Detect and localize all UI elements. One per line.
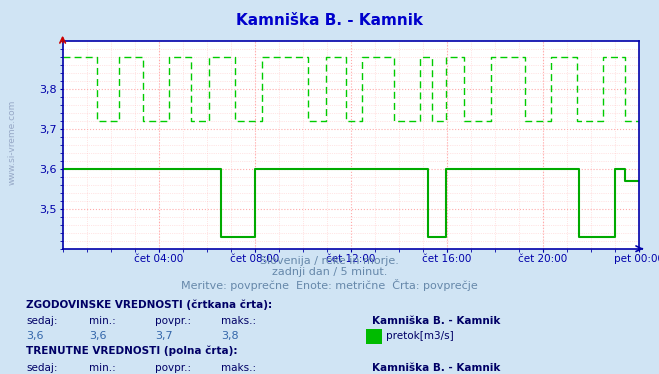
Text: 3,7: 3,7 xyxy=(155,331,173,341)
Text: Kamniška B. - Kamnik: Kamniška B. - Kamnik xyxy=(372,316,501,326)
Text: Kamniška B. - Kamnik: Kamniška B. - Kamnik xyxy=(372,363,501,373)
Text: Meritve: povprečne  Enote: metrične  Črta: povprečje: Meritve: povprečne Enote: metrične Črta:… xyxy=(181,279,478,291)
Text: maks.:: maks.: xyxy=(221,363,256,373)
Text: 3,6: 3,6 xyxy=(26,331,44,341)
Text: www.si-vreme.com: www.si-vreme.com xyxy=(8,99,17,185)
Text: Slovenija / reke in morje.: Slovenija / reke in morje. xyxy=(260,256,399,266)
Text: sedaj:: sedaj: xyxy=(26,363,58,373)
Text: maks.:: maks.: xyxy=(221,316,256,326)
Text: Kamniška B. - Kamnik: Kamniška B. - Kamnik xyxy=(236,13,423,28)
Text: min.:: min.: xyxy=(89,363,116,373)
Text: 3,8: 3,8 xyxy=(221,331,239,341)
Text: povpr.:: povpr.: xyxy=(155,316,191,326)
Text: povpr.:: povpr.: xyxy=(155,363,191,373)
Text: zadnji dan / 5 minut.: zadnji dan / 5 minut. xyxy=(272,267,387,278)
Text: min.:: min.: xyxy=(89,316,116,326)
Text: ZGODOVINSKE VREDNOSTI (črtkana črta):: ZGODOVINSKE VREDNOSTI (črtkana črta): xyxy=(26,299,272,310)
Text: 3,6: 3,6 xyxy=(89,331,107,341)
Text: TRENUTNE VREDNOSTI (polna črta):: TRENUTNE VREDNOSTI (polna črta): xyxy=(26,346,238,356)
Text: pretok[m3/s]: pretok[m3/s] xyxy=(386,331,453,341)
Text: sedaj:: sedaj: xyxy=(26,316,58,326)
